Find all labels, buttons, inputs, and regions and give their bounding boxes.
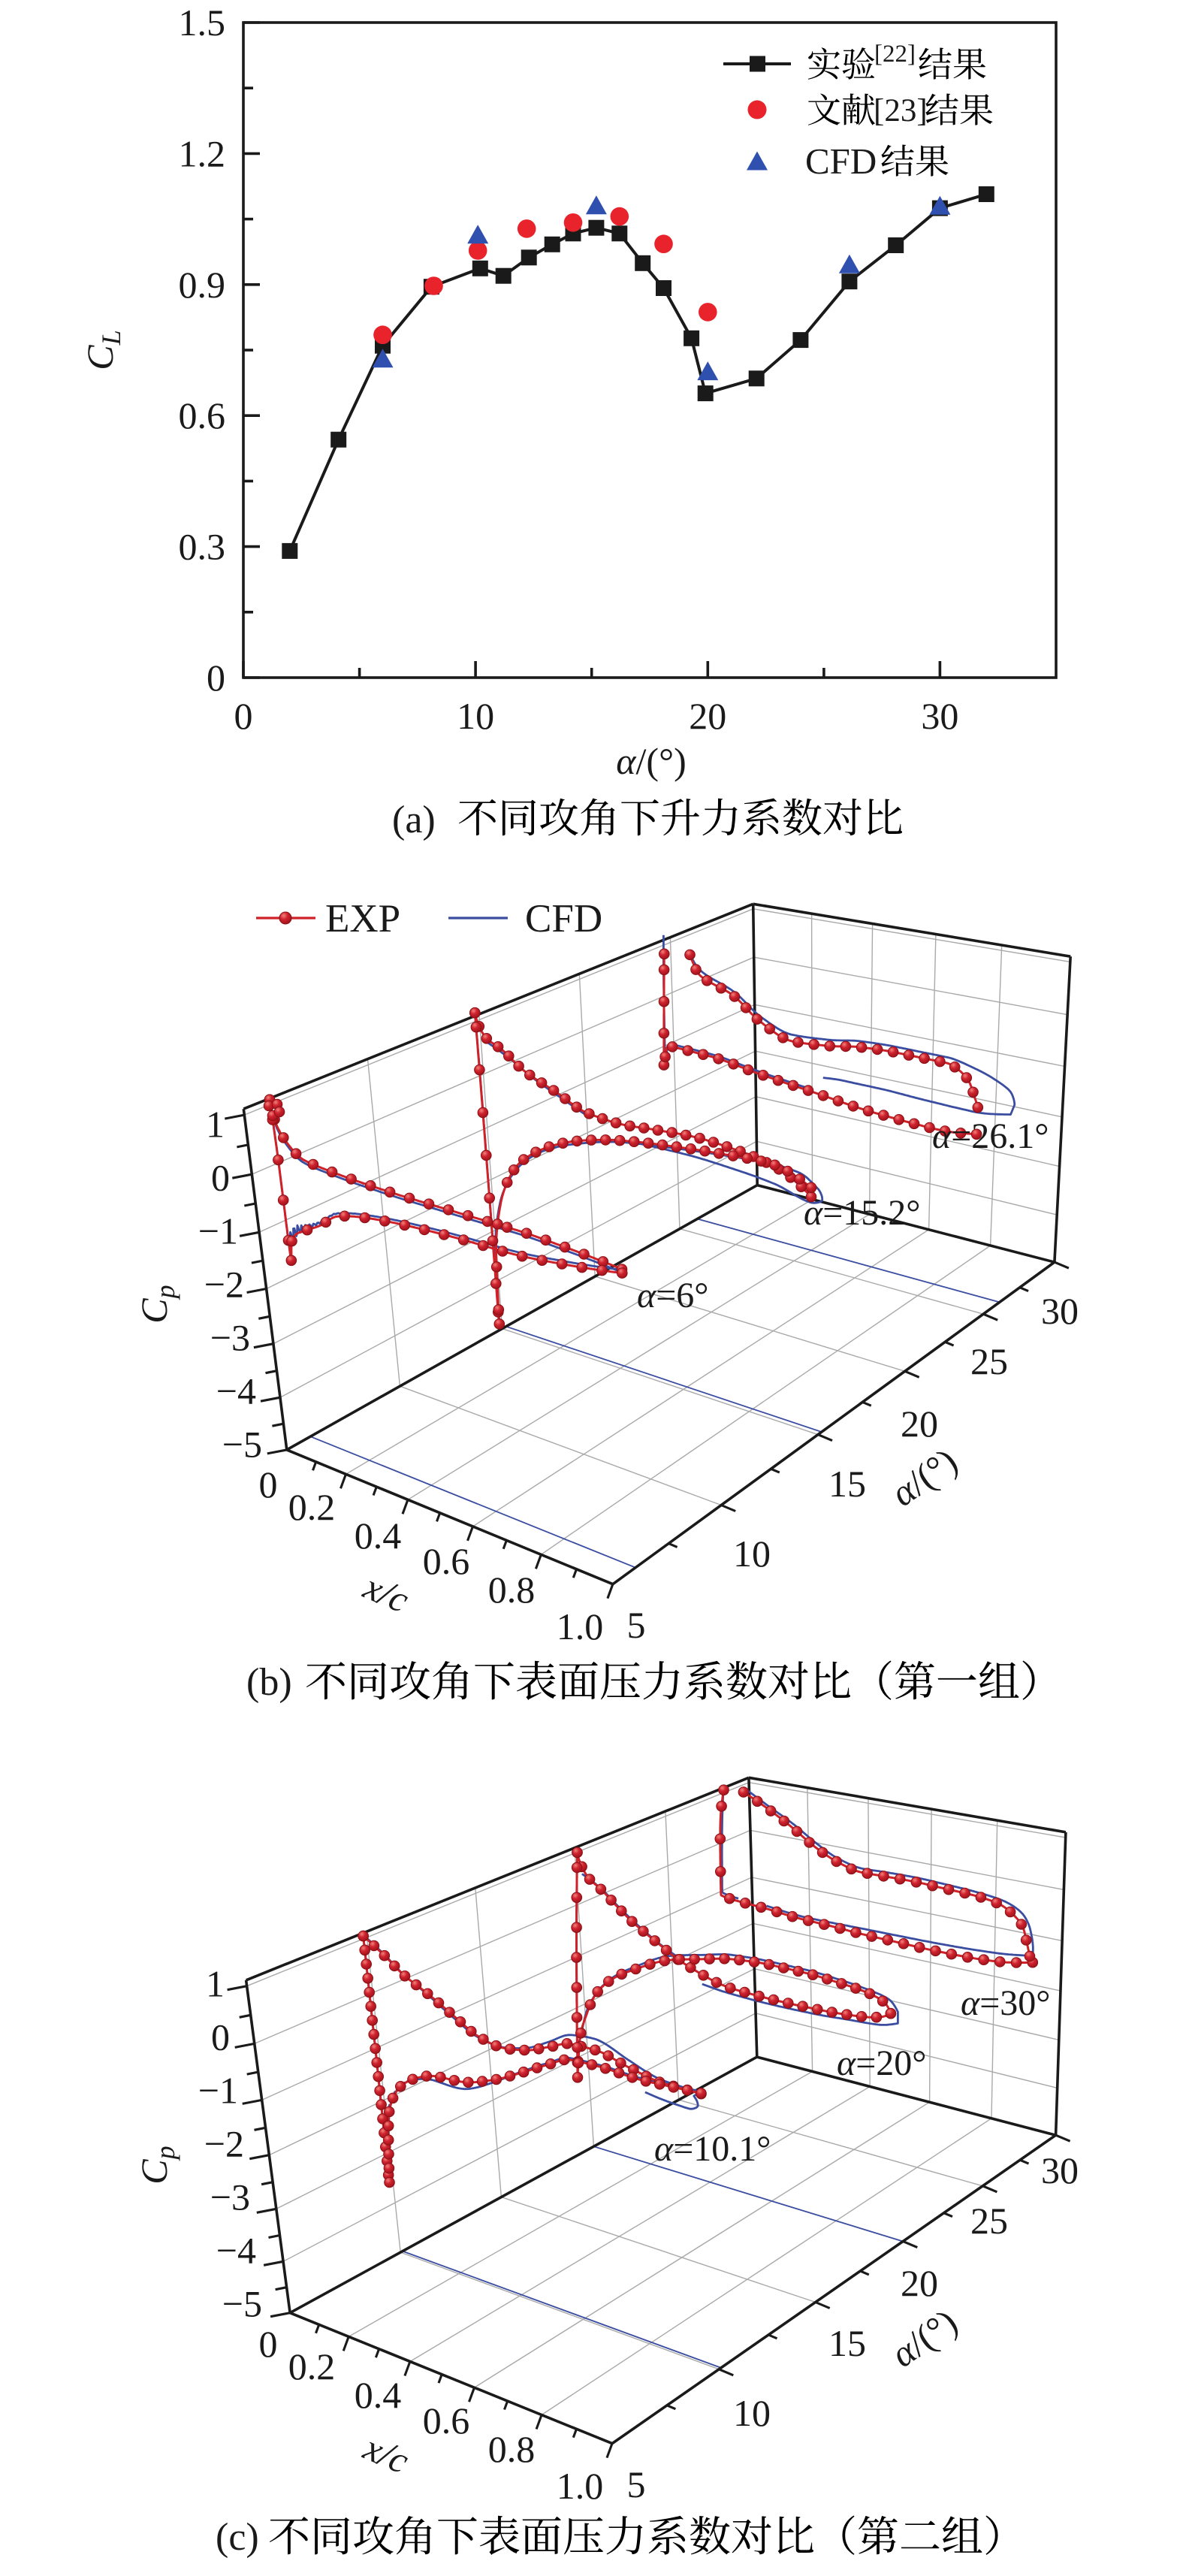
svg-text:CL: CL: [79, 330, 126, 370]
svg-text:20: 20: [689, 695, 726, 737]
svg-text:20: 20: [901, 2262, 938, 2304]
svg-text:0: 0: [259, 1463, 278, 1505]
svg-text:α/(°): α/(°): [883, 1439, 965, 1514]
svg-text:0.4: 0.4: [355, 2374, 402, 2416]
svg-text:α=6°: α=6°: [637, 1276, 708, 1315]
svg-text:25: 25: [970, 2200, 1008, 2242]
svg-text:α=10.1°: α=10.1°: [654, 2129, 771, 2169]
svg-text:0: 0: [211, 2016, 230, 2058]
svg-text:10: 10: [733, 1533, 771, 1575]
svg-text:0.6: 0.6: [423, 2399, 470, 2442]
svg-text:(a): (a): [392, 799, 436, 841]
svg-text:Cp: Cp: [133, 1285, 180, 1323]
svg-text:0: 0: [207, 657, 225, 699]
svg-text:0.2: 0.2: [288, 2345, 336, 2387]
svg-text:15: 15: [828, 1463, 866, 1505]
svg-text:CFD: CFD: [805, 140, 877, 182]
svg-text:α/(°): α/(°): [883, 2300, 965, 2375]
svg-text:25: 25: [970, 1340, 1008, 1382]
svg-text:x/c: x/c: [358, 1565, 415, 1621]
svg-text:α=30°: α=30°: [961, 1983, 1050, 2023]
svg-text:30: 30: [1041, 2149, 1079, 2191]
svg-text:30: 30: [921, 695, 958, 737]
svg-text:0.2: 0.2: [288, 1486, 336, 1528]
svg-text:EXP: EXP: [325, 897, 400, 941]
svg-text:−4: −4: [216, 2230, 256, 2272]
svg-text:−5: −5: [222, 2283, 262, 2325]
svg-text:30: 30: [1041, 1290, 1079, 1332]
svg-text:1: 1: [206, 1104, 225, 1146]
svg-text:−1: −1: [198, 2070, 238, 2112]
svg-text:5: 5: [627, 1604, 646, 1646]
svg-text:α=20°: α=20°: [837, 2043, 926, 2083]
svg-text:α=26.1°: α=26.1°: [932, 1116, 1049, 1156]
svg-text:0.4: 0.4: [355, 1514, 402, 1557]
svg-text:−3: −3: [210, 1317, 250, 1359]
svg-text:0: 0: [259, 2323, 278, 2365]
svg-text:15: 15: [828, 2322, 866, 2364]
svg-text:1: 1: [206, 1963, 225, 2005]
svg-text:1.0: 1.0: [557, 2465, 604, 2507]
svg-text:x/c: x/c: [358, 2426, 415, 2482]
svg-text:0.3: 0.3: [179, 526, 226, 568]
svg-text:(c): (c): [216, 2516, 259, 2559]
svg-text:1.5: 1.5: [179, 2, 226, 44]
svg-text:CFD: CFD: [525, 897, 602, 941]
svg-text:Cp: Cp: [133, 2146, 180, 2184]
svg-text:1.2: 1.2: [179, 132, 226, 174]
svg-text:α=15.2°: α=15.2°: [804, 1193, 920, 1233]
svg-text:0.6: 0.6: [423, 1540, 470, 1582]
svg-text:5: 5: [627, 2463, 646, 2505]
svg-text:1.0: 1.0: [557, 1605, 604, 1647]
svg-text:−2: −2: [204, 1264, 244, 1306]
svg-text:10: 10: [457, 695, 494, 737]
svg-text:10: 10: [733, 2392, 771, 2434]
svg-text:−2: −2: [204, 2123, 244, 2165]
svg-text:−3: −3: [210, 2176, 250, 2218]
svg-text:0: 0: [234, 695, 253, 737]
svg-text:0.9: 0.9: [179, 264, 226, 306]
svg-text:−1: −1: [198, 1210, 238, 1252]
svg-text:0.6: 0.6: [179, 394, 226, 436]
svg-text:0.8: 0.8: [488, 1569, 536, 1611]
svg-text:(b): (b): [246, 1661, 292, 1704]
svg-text:−4: −4: [216, 1370, 256, 1412]
svg-text:20: 20: [901, 1403, 938, 1445]
svg-text:−5: −5: [222, 1424, 262, 1466]
svg-text:α/(°): α/(°): [616, 740, 686, 782]
svg-text:[23]: [23]: [874, 93, 928, 128]
svg-text:0: 0: [211, 1157, 230, 1199]
svg-text:[22]: [22]: [874, 41, 916, 68]
svg-text:0.8: 0.8: [488, 2428, 536, 2470]
